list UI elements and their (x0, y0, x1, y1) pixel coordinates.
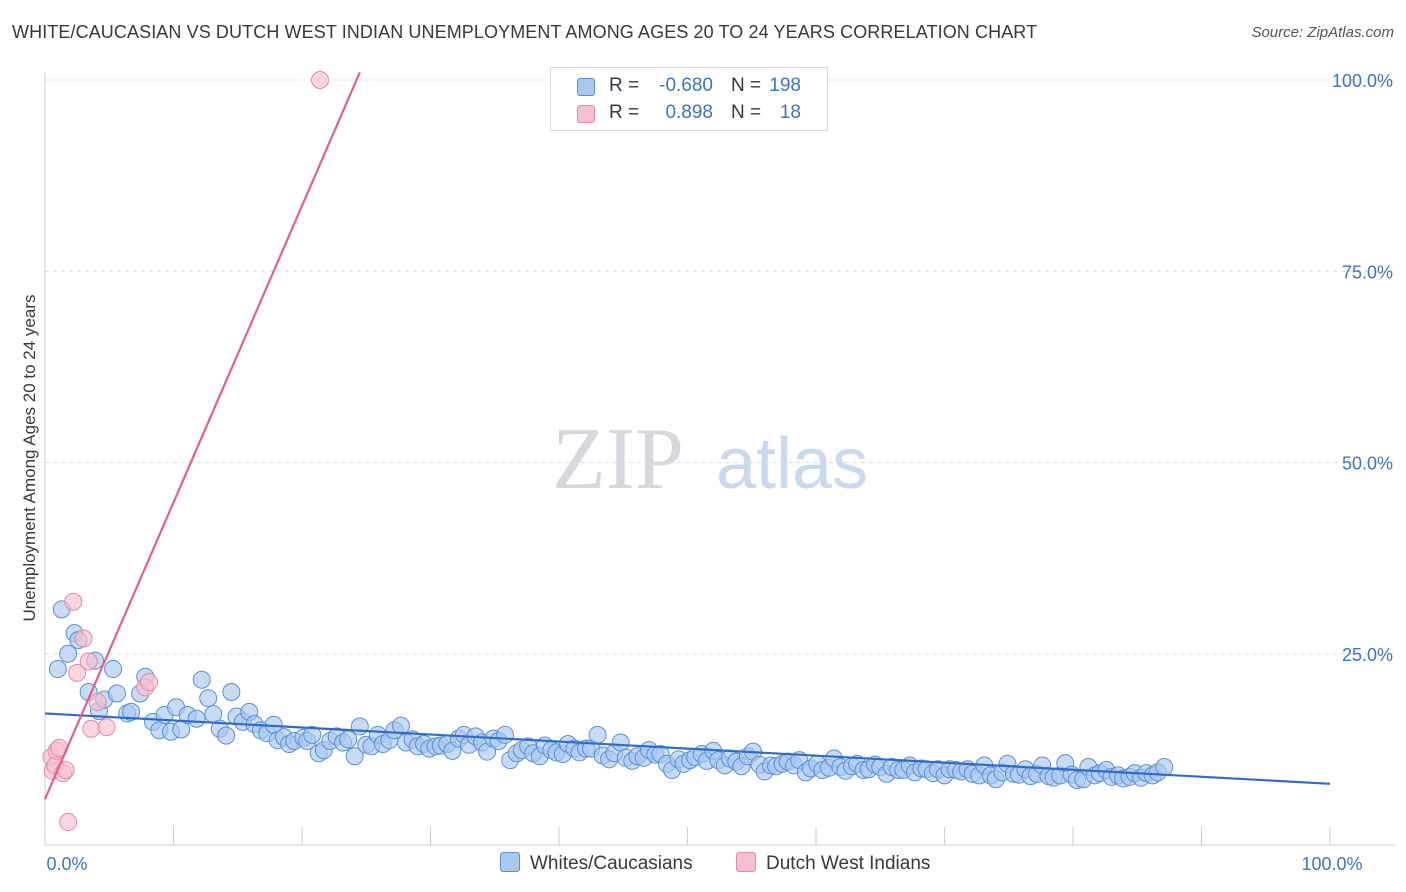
data-point-whites (496, 725, 515, 744)
data-point-whites (339, 730, 358, 749)
legend-label-dutch-west-indians: Dutch West Indians (766, 853, 931, 874)
trendline-dutch-west-indians (43, 71, 361, 800)
data-point-whites (391, 716, 410, 735)
data-point-whites (122, 702, 141, 721)
data-point-whites (59, 644, 78, 663)
series-whites-points (48, 600, 1174, 789)
y-tick-label: 25.0% (1342, 645, 1393, 665)
data-point-dutch-west-indians (140, 673, 159, 692)
data-point-whites (350, 717, 369, 736)
data-point-whites (222, 683, 241, 701)
data-point-whites (303, 725, 322, 744)
x-tick-label: 0.0% (46, 854, 87, 874)
data-point-whites (1155, 757, 1174, 776)
legend-r-label: R = (609, 75, 640, 96)
legend-n-label: N = (731, 75, 762, 96)
data-point-dutch-west-indians (68, 663, 87, 682)
chart-title: WHITE/CAUCASIAN VS DUTCH WEST INDIAN UNE… (12, 22, 1038, 42)
y-tick-label: 75.0% (1342, 262, 1393, 282)
legend-item-whites: Whites/Caucasians (500, 852, 693, 875)
data-point-whites (217, 726, 236, 745)
watermark-atlas: atlas (716, 424, 868, 504)
y-axis-label: Unemployment Among Ages 20 to 24 years (20, 294, 39, 622)
legend-n-value: 18 (779, 102, 801, 123)
legend-r-label: R = (609, 102, 640, 123)
data-point-dutch-west-indians (82, 719, 101, 738)
trendlines (43, 71, 1331, 800)
data-point-dutch-west-indians (64, 592, 83, 611)
series-dutch-west-indians-points (42, 71, 329, 832)
series-legend: Whites/Caucasians Dutch West Indians (0, 852, 1406, 878)
source-credit: Source: ZipAtlas.com (1251, 24, 1394, 41)
data-point-whites (48, 660, 67, 679)
data-point-dutch-west-indians (88, 692, 107, 711)
trendline-whites (44, 712, 1331, 785)
legend-swatch-whites (577, 78, 595, 96)
legend-swatch-whites (500, 852, 520, 872)
legend-r-value: 0.898 (665, 102, 713, 123)
legend-row-dutch-west-indians: R = 0.898 N = 18 (551, 101, 827, 127)
legend-row-whites: R = -0.680 N = 198 (551, 74, 827, 100)
data-point-dutch-west-indians (59, 813, 78, 832)
legend-swatch-dutch-west-indians (736, 852, 756, 872)
legend-label-whites: Whites/Caucasians (530, 853, 693, 874)
data-point-dutch-west-indians (97, 718, 116, 737)
legend-n-label: N = (731, 102, 762, 123)
tick-labels: 25.0% 50.0% 75.0% 100.0% 0.0% 100.0% (46, 71, 1393, 874)
data-point-whites (192, 670, 211, 689)
data-point-whites (588, 725, 607, 744)
correlation-legend: R = -0.680 N = 198 R = 0.898 N = 18 (550, 67, 828, 131)
grid (45, 79, 1395, 655)
data-point-whites (107, 684, 126, 703)
legend-item-dutch-west-indians: Dutch West Indians (736, 852, 930, 875)
legend-n-value: 198 (769, 75, 801, 96)
data-point-whites (611, 733, 630, 752)
axes (44, 72, 1395, 846)
data-point-dutch-west-indians (74, 629, 93, 648)
y-tick-label: 50.0% (1342, 454, 1393, 474)
data-point-whites (104, 660, 123, 679)
data-point-dutch-west-indians (79, 652, 98, 671)
watermark-zip: ZIP (552, 411, 684, 508)
y-tick-label: 100.0% (1332, 71, 1393, 91)
zipatlas-watermark: ZIP atlas (552, 411, 868, 508)
data-point-whites (199, 689, 218, 708)
legend-r-value: -0.680 (659, 75, 713, 96)
data-point-whites (187, 709, 206, 728)
data-point-dutch-west-indians (310, 71, 329, 89)
legend-swatch-dutch-west-indians (577, 105, 595, 123)
x-tick-label: 100.0% (1301, 854, 1362, 874)
data-point-whites (345, 747, 364, 766)
